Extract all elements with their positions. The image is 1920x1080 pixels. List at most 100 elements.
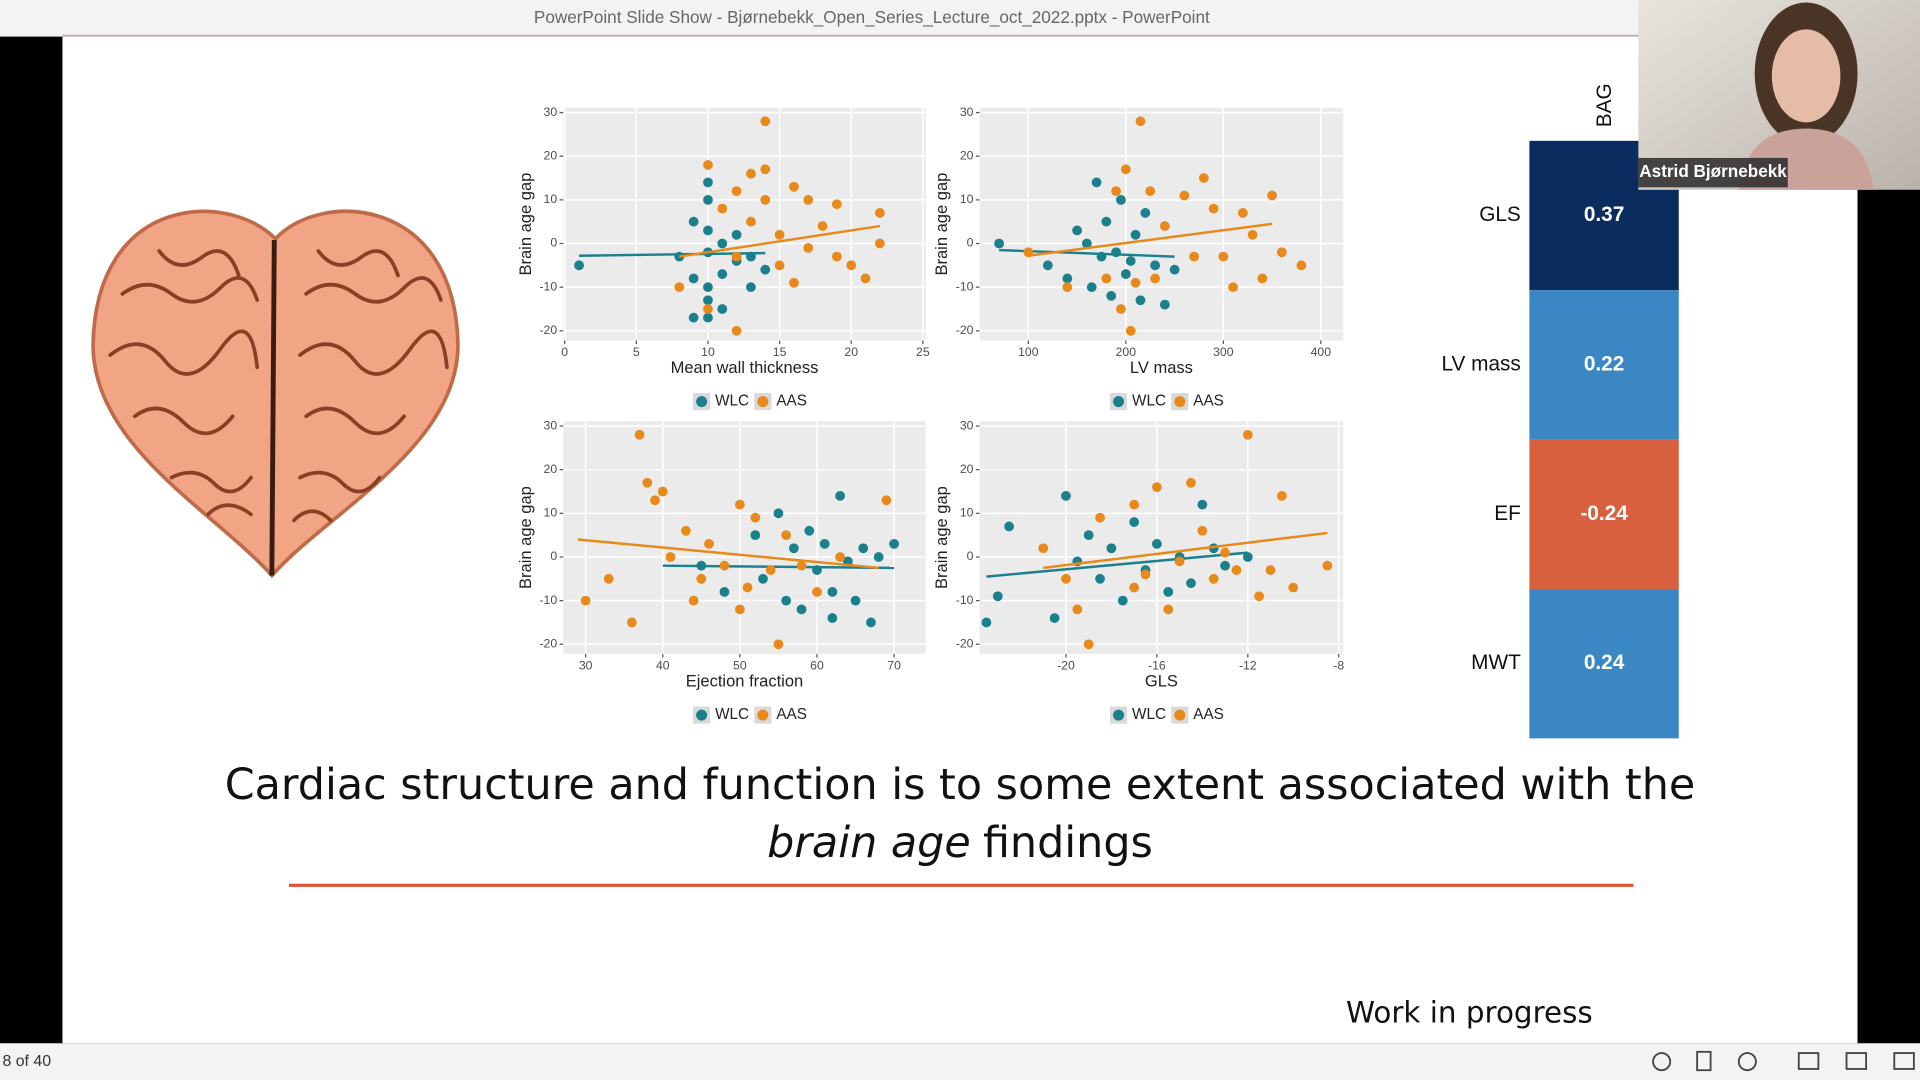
scatter-point <box>746 282 756 293</box>
scatter-point <box>1062 282 1073 293</box>
y-axis-title: Brain age gap <box>516 486 535 589</box>
scatter-point <box>1091 177 1102 188</box>
scatter-point <box>627 617 637 628</box>
scatter-point <box>860 273 871 284</box>
x-tick-label: 300 <box>1213 345 1234 359</box>
scatter-point <box>717 238 728 249</box>
y-tick-label: -10 <box>956 279 974 293</box>
scatter-plot: 30 20 10 0 -10 -20 0 5 10 15 20 25 Mean wall thickne… <box>516 105 930 411</box>
scatter-point <box>1072 225 1082 236</box>
scatter-point <box>580 595 591 606</box>
scatter-point <box>1322 560 1333 571</box>
y-tick-label: 20 <box>544 148 558 162</box>
scatter-point <box>1042 260 1053 271</box>
slide-counter: 8 of 40 <box>2 1053 51 1070</box>
scatter-point <box>731 251 742 262</box>
scatter-point <box>758 573 768 584</box>
scatter-point <box>992 591 1003 602</box>
scatter-point <box>1189 251 1199 262</box>
reading-view[interactable] <box>1893 1052 1915 1070</box>
scatter-point <box>889 538 899 549</box>
scatter-point <box>1197 525 1208 536</box>
scatter-point <box>1101 273 1112 284</box>
scatter-point <box>1004 521 1015 532</box>
scatter-point <box>703 194 713 205</box>
scatter-point <box>788 543 799 554</box>
cell-value: 0.24 <box>1584 651 1625 674</box>
legend-marker <box>757 396 769 408</box>
y-tick-label: -10 <box>539 593 557 607</box>
x-tick-label: 70 <box>887 658 901 672</box>
scatter-point <box>704 538 714 549</box>
x-tick-label: 30 <box>579 658 593 672</box>
normal-view[interactable] <box>1797 1052 1820 1070</box>
legend-label: WLC <box>715 706 749 723</box>
scatter-point <box>1117 595 1128 606</box>
heatmap-cell <box>1529 290 1679 440</box>
scatter-point <box>1163 604 1174 615</box>
scatter-point <box>827 613 838 623</box>
legend-marker <box>1174 396 1186 408</box>
caption-line: Cardiac structure and function is to som… <box>225 760 1695 810</box>
scatter-point <box>1276 490 1287 501</box>
scatter-point <box>789 277 799 288</box>
scatter-point <box>750 512 761 523</box>
y-tick-label: -20 <box>539 323 557 337</box>
scatter-point <box>1150 260 1160 271</box>
webcam: Astrid Bjørnebekk <box>1638 0 1920 190</box>
y-tick-label: -10 <box>539 279 557 293</box>
scatter-point <box>1169 264 1180 275</box>
fit-line <box>1028 222 1273 257</box>
legend-marker <box>757 709 769 721</box>
scatter-point <box>703 282 713 293</box>
scatter-point <box>1129 582 1140 593</box>
prev-button[interactable] <box>1652 1052 1672 1072</box>
scatter-point <box>688 273 699 284</box>
sorter-view[interactable] <box>1845 1052 1868 1070</box>
scatter-point <box>1049 613 1060 623</box>
scatter-point <box>717 203 728 214</box>
scatter-point <box>1265 565 1276 575</box>
scatter-point <box>760 116 771 127</box>
scatter-point <box>781 530 792 541</box>
x-tick-label: -16 <box>1148 658 1166 672</box>
row-label: LV mass <box>1441 352 1520 375</box>
scatter-point <box>696 573 707 584</box>
scatter-point <box>1095 512 1105 523</box>
scatter-point <box>804 525 815 536</box>
scatter-point <box>1083 530 1094 541</box>
y-tick-label: 0 <box>967 236 974 250</box>
x-tick-label: -12 <box>1239 658 1257 672</box>
scatter-point <box>688 312 699 323</box>
fit-line <box>662 564 895 570</box>
scatter-point <box>734 604 745 615</box>
scatter-point <box>1288 582 1299 593</box>
scatter-point <box>1150 273 1160 284</box>
scatter-point <box>1038 543 1049 554</box>
scatter-point <box>731 325 742 336</box>
scatter-point <box>731 229 742 240</box>
x-tick-label: 25 <box>916 345 930 359</box>
y-tick-label: 20 <box>960 148 974 162</box>
row-label: EF <box>1494 502 1521 525</box>
next-button[interactable] <box>1737 1052 1757 1072</box>
x-tick-label: 15 <box>773 345 787 359</box>
scatter-point <box>774 229 785 240</box>
legend-label: AAS <box>776 393 807 410</box>
y-tick-label: -20 <box>956 323 974 337</box>
menu-button[interactable] <box>1696 1050 1712 1072</box>
scatter-point <box>1061 490 1071 501</box>
scatter-point <box>846 260 857 271</box>
y-tick-label: 30 <box>960 418 974 432</box>
x-tick-label: 40 <box>656 658 670 672</box>
scatter-point <box>819 538 830 549</box>
scatter-point <box>665 552 676 562</box>
scatter-point <box>850 595 861 606</box>
fit-line <box>1043 531 1328 570</box>
scatter-point <box>765 565 776 575</box>
x-tick-label: 200 <box>1116 345 1137 359</box>
scatter-point <box>881 495 892 506</box>
scatter-point <box>634 429 645 440</box>
scatter-point <box>688 216 699 227</box>
